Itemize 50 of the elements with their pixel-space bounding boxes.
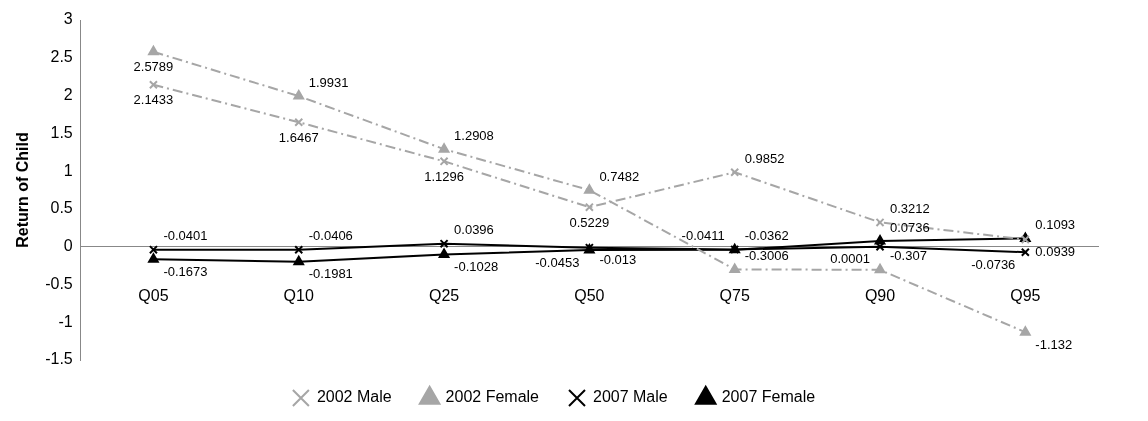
data-label: 2.1433: [133, 92, 174, 108]
y-tick-label: 1: [63, 161, 73, 179]
legend-label: 2007 Female: [721, 388, 816, 406]
data-label: 1.1296: [424, 168, 464, 184]
legend-label: 2002 Male: [316, 388, 392, 406]
data-label: -0.013: [599, 252, 637, 268]
y-tick-label: -1: [58, 312, 73, 330]
data-label: 0.0939: [1035, 244, 1076, 260]
x-tick-label: Q05: [138, 286, 169, 304]
data-label: 1.9931: [308, 74, 349, 90]
data-label: -0.0411: [681, 228, 725, 244]
x-tick-label: Q90: [864, 286, 896, 304]
data-label: 0.7482: [599, 168, 640, 184]
y-tick-label: 1.5: [50, 123, 73, 141]
data-label: -0.0453: [535, 254, 580, 270]
data-label: -0.0362: [744, 227, 789, 243]
y-tick-label: -0.5: [45, 274, 73, 292]
data-label: -1.132: [1035, 336, 1073, 352]
data-label: -0.0401: [163, 228, 208, 244]
x-tick-label: Q10: [283, 286, 314, 304]
data-label: -0.0406: [308, 228, 353, 244]
data-label: 1.2908: [454, 127, 494, 143]
data-label: 2.5789: [133, 59, 174, 75]
data-label: 0.0736: [890, 219, 930, 235]
y-tick-label: 0: [63, 237, 73, 255]
y-axis-title: Return of Child: [14, 132, 32, 248]
data-label: 0.3212: [890, 200, 930, 216]
data-label: -0.1981: [308, 266, 353, 282]
data-label: 0.0001: [830, 251, 871, 267]
data-label: 0.0396: [454, 222, 494, 238]
x-tick-label: Q95: [1010, 286, 1041, 304]
data-label: -0.3006: [744, 247, 789, 263]
data-label: 0.1093: [1035, 216, 1076, 232]
y-tick-label: 2.5: [50, 48, 73, 66]
x-tick-label: Q50: [574, 286, 605, 304]
legend-label: 2002 Female: [445, 388, 540, 406]
legend-label: 2007 Male: [593, 388, 668, 406]
data-label: -0.1673: [163, 263, 208, 279]
y-tick-label: 3: [63, 10, 73, 28]
data-label: 0.9852: [744, 150, 785, 166]
data-label: -0.0736: [971, 256, 1016, 272]
y-tick-label: 2: [63, 85, 73, 103]
data-label: -0.307: [890, 248, 927, 264]
y-tick-label: 0.5: [50, 199, 73, 217]
data-label: 1.6467: [278, 129, 319, 145]
y-tick-label: -1.5: [45, 350, 73, 368]
x-tick-label: Q25: [428, 286, 460, 304]
data-label: -0.1028: [454, 259, 499, 275]
x-tick-label: Q75: [719, 286, 750, 304]
data-label: 0.5229: [569, 214, 610, 230]
